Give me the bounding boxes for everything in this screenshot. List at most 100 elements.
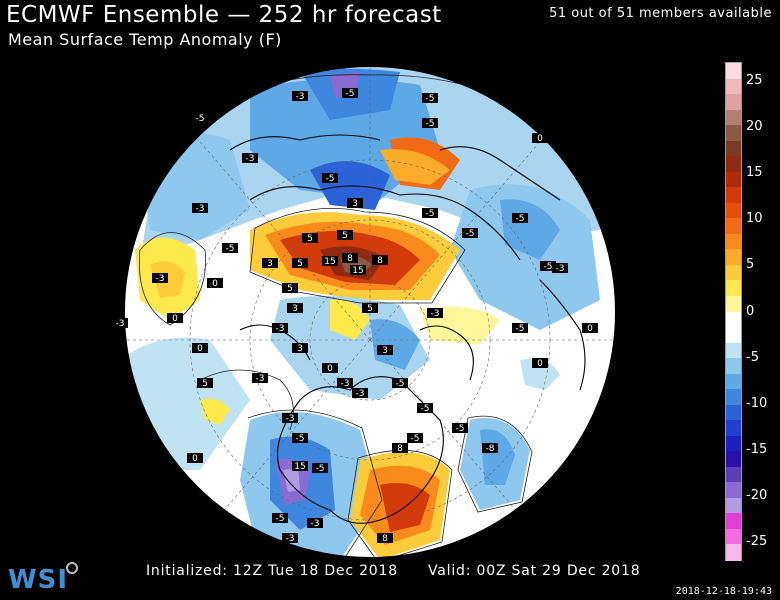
contour-label: 0 [197, 344, 203, 354]
contour-label-bg [207, 278, 223, 288]
colorbar-segment [726, 327, 741, 344]
contour-label: -5 [516, 324, 525, 334]
contour-label-bg [482, 443, 498, 453]
contour-label: 3 [267, 259, 273, 269]
contour-label-bg [512, 213, 528, 223]
colorbar-tick-label: 0 [746, 303, 755, 319]
colorbar-segment [726, 218, 741, 235]
contour-label-bg [322, 173, 338, 183]
contour-label-bg [197, 378, 213, 388]
contour-label: 0 [537, 134, 543, 144]
contour-label-bg [312, 463, 328, 473]
contour-label: -5 [516, 214, 525, 224]
contour-label: -5 [196, 114, 205, 124]
colorbar [725, 62, 742, 561]
contour-label-bg [282, 413, 298, 423]
contour-label: -5 [411, 434, 420, 444]
contour-label: -5 [544, 262, 553, 272]
contour-label: -3 [196, 204, 205, 214]
colorbar-segment [726, 373, 741, 390]
colorbar-segment [726, 187, 741, 204]
contour-label: -3 [276, 324, 285, 334]
contour-label: 5 [367, 304, 373, 314]
contour-label: -5 [296, 434, 305, 444]
contour-label: 15 [324, 257, 335, 267]
colorbar-segment [726, 435, 741, 452]
contour-label: 5 [297, 259, 303, 269]
contour-label-bg [540, 261, 556, 271]
contour-label: -5 [466, 229, 475, 239]
colorbar-segment [726, 404, 741, 421]
contour-label: 15 [294, 462, 305, 472]
contour-label-bg [422, 118, 438, 128]
contour-label: 5 [287, 284, 293, 294]
contour-label-bg [282, 283, 298, 293]
valid-time: Valid: 00Z Sat 29 Dec 2018 [428, 563, 641, 579]
contour-label-bg [252, 373, 268, 383]
contour-label-bg [192, 113, 208, 123]
colorbar-tick-label: 20 [746, 119, 763, 135]
colorbar-tick-label: -15 [746, 441, 768, 457]
colorbar-tick-label: -20 [746, 487, 768, 503]
contour-label: -5 [426, 119, 435, 129]
contour-label: 3 [382, 346, 388, 356]
contour-label: 8 [397, 444, 403, 454]
colorbar-segment [726, 420, 741, 437]
contour-label: 8 [382, 534, 388, 544]
colorbar-segment [726, 295, 741, 312]
contour-label-bg [362, 303, 378, 313]
contour-label: -3 [341, 379, 350, 389]
map-subtitle: Mean Surface Temp Anomaly (F) [8, 30, 282, 49]
colorbar-segment [726, 78, 741, 95]
contour-label: 0 [587, 324, 593, 334]
colorbar-segment [726, 451, 741, 468]
contour-label: -3 [116, 319, 125, 329]
colorbar-segment [726, 233, 741, 250]
contour-label-bg [407, 433, 423, 443]
contour-label: 8 [377, 256, 383, 266]
contour-label-bg [337, 378, 353, 388]
contour-label: -3 [246, 154, 255, 164]
contour-label-bg [282, 533, 298, 543]
contour-label: -3 [311, 519, 320, 529]
colorbar-segment [726, 311, 741, 328]
colorbar-segment [726, 466, 741, 483]
contour-label-bg [462, 228, 478, 238]
contour-label: -5 [426, 94, 435, 104]
contour-label-bg [242, 153, 258, 163]
colorbar-segment [726, 125, 741, 142]
colorbar-segment [726, 513, 741, 530]
contour-label-bg [512, 323, 528, 333]
contour-label: -3 [296, 92, 305, 102]
contour-label: -5 [276, 514, 285, 524]
contour-label: -3 [431, 309, 440, 319]
contour-label-bg [337, 230, 353, 240]
contour-label-bg [322, 363, 338, 373]
contour-label-bg [187, 453, 203, 463]
contour-label: 5 [307, 234, 313, 244]
contour-label-bg [582, 323, 598, 333]
colorbar-segment [726, 109, 741, 126]
contour-label-bg [372, 255, 388, 265]
colorbar-segment [726, 544, 741, 561]
contour-label: 3 [292, 304, 298, 314]
wsi-logo: WSI [8, 565, 69, 595]
contour-label: -5 [396, 379, 405, 389]
contour-label: -3 [286, 534, 295, 544]
contour-label-bg [347, 198, 363, 208]
wsi-logo-mark-icon [66, 562, 78, 574]
generation-timestamp: 2018-12-18-19:43 [675, 586, 772, 597]
contour-label: 3 [352, 199, 358, 209]
colorbar-tick-label: 25 [746, 73, 763, 89]
contour-label: -5 [316, 464, 325, 474]
colorbar-segment [726, 202, 741, 219]
contour-label-bg [167, 313, 183, 323]
contour-label: 0 [192, 454, 198, 464]
contour-label: -3 [356, 389, 365, 399]
colorbar-segment [726, 171, 741, 188]
contour-label: -5 [426, 209, 435, 219]
contour-label: 5 [342, 231, 348, 241]
contour-label: 0 [172, 314, 178, 324]
contour-label-bg [422, 208, 438, 218]
